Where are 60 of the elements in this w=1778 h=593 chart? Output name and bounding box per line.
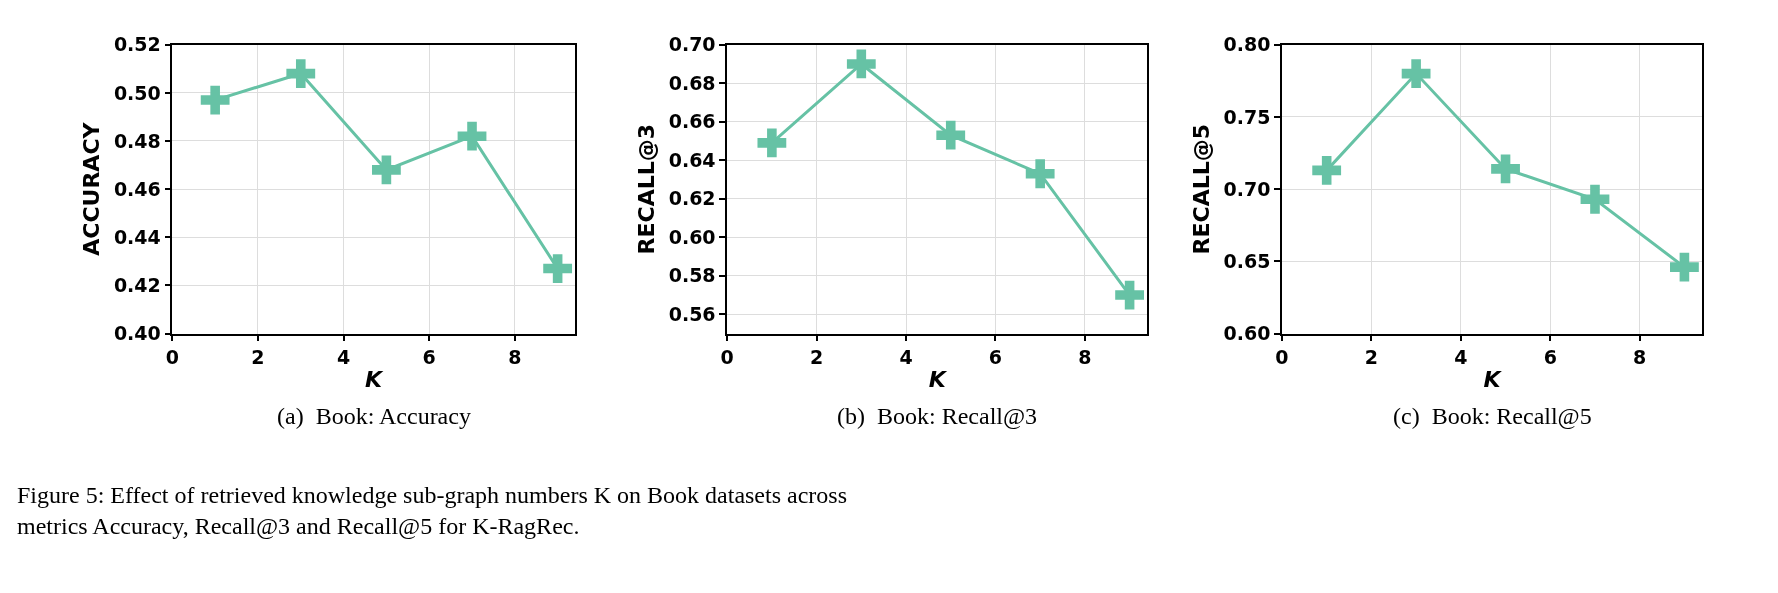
point bbox=[846, 49, 876, 79]
x-tick-label: 8 bbox=[1078, 346, 1092, 369]
text: (a) Book: Accuracy bbox=[277, 403, 471, 429]
y-tick-label: 0.65 bbox=[1223, 250, 1271, 272]
x-tick-label: 2 bbox=[809, 346, 824, 369]
y-tick-label: 0.58 bbox=[668, 264, 716, 287]
text: (c) Book: Recall@5 bbox=[1393, 403, 1592, 429]
y-tick-label: 0.50 bbox=[113, 81, 161, 104]
x-tick-label: 0 bbox=[165, 346, 179, 369]
x-tick-label: 2 bbox=[251, 346, 265, 369]
point bbox=[372, 155, 401, 185]
point bbox=[1312, 155, 1342, 185]
x-tick-label: 4 bbox=[899, 346, 913, 369]
point bbox=[1401, 59, 1431, 88]
y-tick-label: 0.68 bbox=[668, 71, 716, 94]
text: (b) Book: Recall@3 bbox=[837, 403, 1038, 429]
x-tick-label: 4 bbox=[1454, 346, 1468, 369]
x-tick-label: 6 bbox=[422, 346, 436, 369]
y-tick-label: 0.60 bbox=[1223, 322, 1271, 345]
y-tick-label: 0.48 bbox=[113, 129, 161, 152]
point bbox=[457, 121, 487, 151]
y-tick-label: 0.70 bbox=[668, 33, 716, 56]
point bbox=[543, 254, 573, 283]
y-tick-label: 0.64 bbox=[668, 148, 716, 171]
y-tick-label: 0.60 bbox=[668, 225, 716, 248]
y-tick-label: 0.80 bbox=[1223, 33, 1271, 56]
y-tick-label: 0.40 bbox=[113, 322, 161, 345]
x-axis-title: K bbox=[365, 366, 385, 392]
y-axis-title: RECALL@5 bbox=[1188, 123, 1214, 255]
point bbox=[757, 128, 787, 158]
y-tick-label: 0.75 bbox=[1223, 105, 1271, 128]
y-tick-label: 0.56 bbox=[668, 302, 716, 325]
caption: Figure 5: Effect of retrieved knowledge sub-graph numbers K on Book datasets across metrics Accuracy, Recall@3 and Recall@5 for K-RagRec. bbox=[17, 482, 848, 540]
y-tick-label: 0.70 bbox=[1223, 177, 1271, 200]
y-axis-title: ACCURACY bbox=[79, 121, 105, 256]
x-tick-label: 8 bbox=[1633, 346, 1647, 369]
x-tick-label: 0 bbox=[720, 346, 734, 369]
x-tick-label: 6 bbox=[988, 346, 1003, 369]
y-axis-title: RECALL@3 bbox=[634, 123, 660, 255]
y-tick-label: 0.66 bbox=[668, 110, 716, 133]
point bbox=[1025, 159, 1055, 189]
point bbox=[200, 85, 230, 115]
point bbox=[1115, 280, 1144, 310]
y-tick-label: 0.62 bbox=[668, 187, 716, 210]
y-tick-label: 0.46 bbox=[113, 177, 161, 200]
x-tick-label: 0 bbox=[1275, 346, 1289, 369]
y-tick-label: 0.44 bbox=[113, 225, 161, 248]
y-tick-label: 0.52 bbox=[113, 33, 161, 56]
x-axis-title: K bbox=[928, 366, 948, 392]
point bbox=[1491, 154, 1520, 184]
x-tick-label: 2 bbox=[1364, 346, 1379, 369]
point bbox=[936, 120, 966, 150]
x-tick-label: 6 bbox=[1543, 346, 1557, 369]
x-tick-label: 8 bbox=[508, 346, 522, 369]
point bbox=[1580, 184, 1610, 214]
x-axis-title: K bbox=[1483, 366, 1503, 392]
point bbox=[1670, 252, 1699, 282]
point bbox=[286, 59, 316, 88]
y-tick-label: 0.42 bbox=[113, 274, 161, 297]
x-tick-label: 4 bbox=[336, 346, 351, 369]
